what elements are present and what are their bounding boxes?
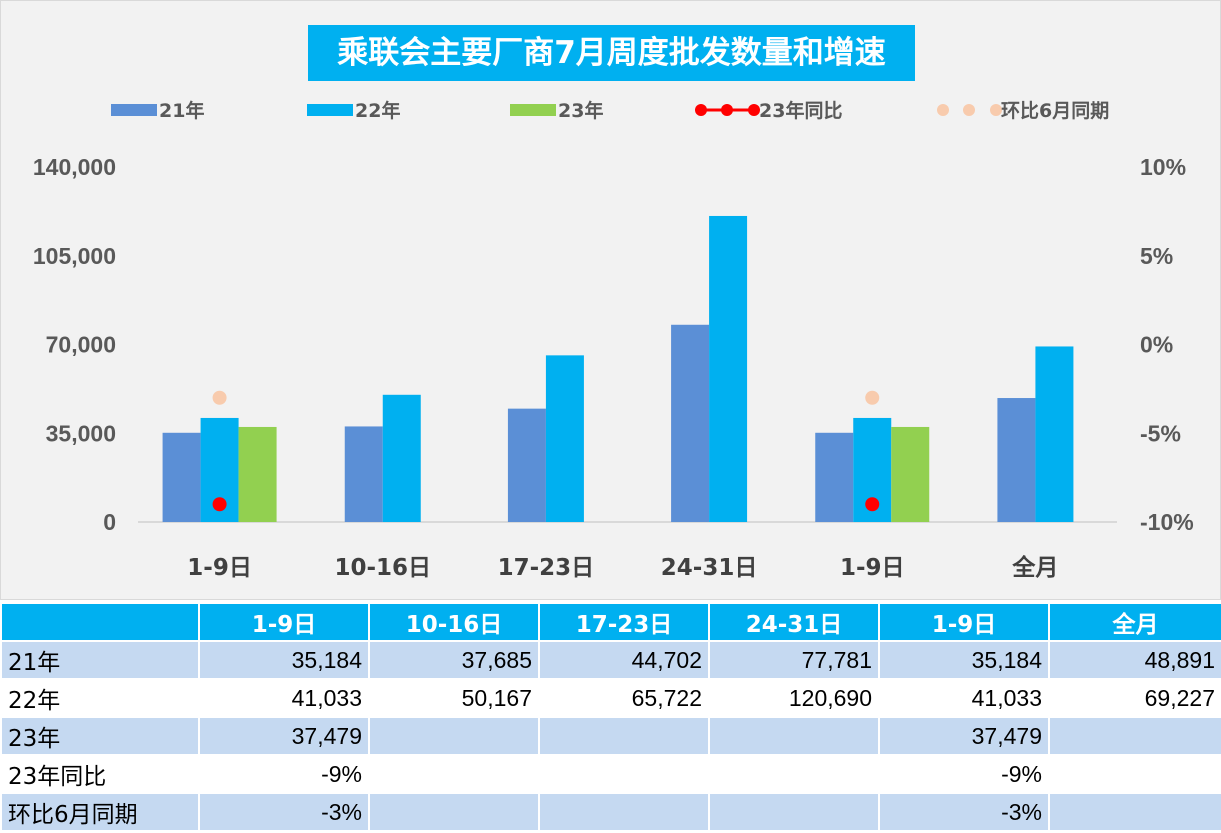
bar-21年 [997, 398, 1036, 522]
table-cell: 35,184 [198, 640, 370, 680]
y-left-tick-label: 140,000 [33, 154, 116, 180]
x-tick-label: 1-9日 [840, 555, 905, 581]
bar-22年 [382, 394, 421, 522]
y-right-tick-label: -10% [1140, 509, 1194, 535]
legend-label: 23年同比 [759, 99, 842, 122]
table-header-row: 1-9日 10-16日 17-23日 24-31日 1-9日 全月 [0, 602, 1221, 642]
point-环比6月同期 [865, 390, 880, 405]
chart-area: 0 35,000 70,000 105,000 140,000 -10% -5% 0% 5% 10… [0, 0, 1221, 600]
data-table: 1-9日 10-16日 17-23日 24-31日 1-9日 全月 21年 35… [0, 602, 1221, 832]
table-header-cell [0, 602, 200, 642]
table-row: 环比6月同期 -3% -3% [0, 792, 1221, 832]
table-cell: 41,033 [198, 678, 370, 718]
point-环比6月同期 [212, 390, 227, 405]
bar-22年 [709, 215, 748, 522]
bar-22年 [545, 355, 584, 522]
table-cell [368, 792, 540, 832]
table-row: 22年 41,033 50,167 65,722 120,690 41,033 … [0, 678, 1221, 718]
table-cell: 37,685 [368, 640, 540, 680]
table-cell: 50,167 [368, 678, 540, 718]
table-row: 21年 35,184 37,685 44,702 77,781 35,184 4… [0, 640, 1221, 680]
legend-label: 21年 [159, 99, 204, 122]
table-row: 23年同比 -9% -9% [0, 754, 1221, 794]
table-cell [538, 716, 710, 756]
legend-swatch-22年 [307, 104, 353, 116]
x-tick-label: 10-16日 [334, 555, 431, 581]
table-cell [368, 716, 540, 756]
table-cell: 41,033 [878, 678, 1050, 718]
y-left-tick-label: 70,000 [46, 332, 116, 358]
table-cell: 37,479 [878, 716, 1050, 756]
legend-marker-23年同比 [721, 104, 733, 116]
table-cell [1048, 716, 1221, 756]
x-tick-label: 全月 [1011, 554, 1058, 581]
table-cell: 48,891 [1048, 640, 1221, 680]
bar-23年 [238, 426, 277, 522]
y-right-tick-label: -5% [1140, 420, 1181, 446]
legend-swatch-23年 [510, 104, 556, 116]
bar-21年 [162, 432, 201, 522]
table-cell [368, 754, 540, 794]
legend-marker-23年同比 [748, 104, 760, 116]
table-header-cell: 1-9日 [198, 602, 370, 642]
y-right-tick-label: 10% [1140, 154, 1186, 180]
x-tick-label: 1-9日 [187, 555, 252, 581]
bar-22年 [1035, 346, 1074, 522]
bar-23年 [891, 426, 930, 522]
table-header-cell: 17-23日 [538, 602, 710, 642]
table-cell: -9% [198, 754, 370, 794]
x-tick-label: 24-31日 [661, 555, 758, 581]
table-cell: -3% [878, 792, 1050, 832]
table-cell: -3% [198, 792, 370, 832]
table-cell: 35,184 [878, 640, 1050, 680]
table-cell [1048, 754, 1221, 794]
chart-title: 乘联会主要厂商7月周度批发数量和增速 [308, 25, 915, 81]
y-right-tick-label: 0% [1140, 332, 1173, 358]
legend-marker-环比6月同期 [937, 104, 949, 116]
y-left-tick-label: 0 [103, 509, 116, 535]
row-label: 23年 [0, 716, 200, 756]
table-cell: 77,781 [708, 640, 880, 680]
point-23年同比 [865, 497, 880, 512]
y-left-tick-label: 35,000 [46, 420, 116, 446]
legend-marker-环比6月同期 [990, 104, 1002, 116]
bar-21年 [671, 324, 710, 522]
chart-svg: 0 35,000 70,000 105,000 140,000 -10% -5% 0% 5% 10… [33, 99, 1194, 581]
table-cell [1048, 792, 1221, 832]
table-cell: 120,690 [708, 678, 880, 718]
table-cell [538, 792, 710, 832]
table-cell: 44,702 [538, 640, 710, 680]
table-header-cell: 24-31日 [708, 602, 880, 642]
table-cell: -9% [878, 754, 1050, 794]
bar-21年 [507, 408, 546, 522]
row-label: 23年同比 [0, 754, 200, 794]
table-cell: 37,479 [198, 716, 370, 756]
legend-label: 22年 [355, 99, 400, 122]
table-cell [708, 716, 880, 756]
row-label: 22年 [0, 678, 200, 718]
row-label: 环比6月同期 [0, 792, 200, 832]
table-header-cell: 1-9日 [878, 602, 1050, 642]
legend-marker-23年同比 [695, 104, 707, 116]
table-cell [538, 754, 710, 794]
y-right-tick-label: 5% [1140, 243, 1173, 269]
y-left-tick-label: 105,000 [33, 243, 116, 269]
legend-marker-环比6月同期 [963, 104, 975, 116]
point-23年同比 [212, 497, 227, 512]
x-tick-label: 17-23日 [498, 555, 595, 581]
bar-21年 [344, 426, 383, 522]
bar-21年 [815, 432, 854, 522]
table-header-cell: 全月 [1048, 602, 1221, 642]
table-cell: 65,722 [538, 678, 710, 718]
legend-swatch-21年 [111, 104, 157, 116]
legend-label: 23年 [558, 99, 603, 122]
table-cell [708, 792, 880, 832]
table-row: 23年 37,479 37,479 [0, 716, 1221, 756]
row-label: 21年 [0, 640, 200, 680]
table-cell [708, 754, 880, 794]
table-header-cell: 10-16日 [368, 602, 540, 642]
legend-label: 环比6月同期 [1001, 100, 1109, 122]
table-cell: 69,227 [1048, 678, 1221, 718]
